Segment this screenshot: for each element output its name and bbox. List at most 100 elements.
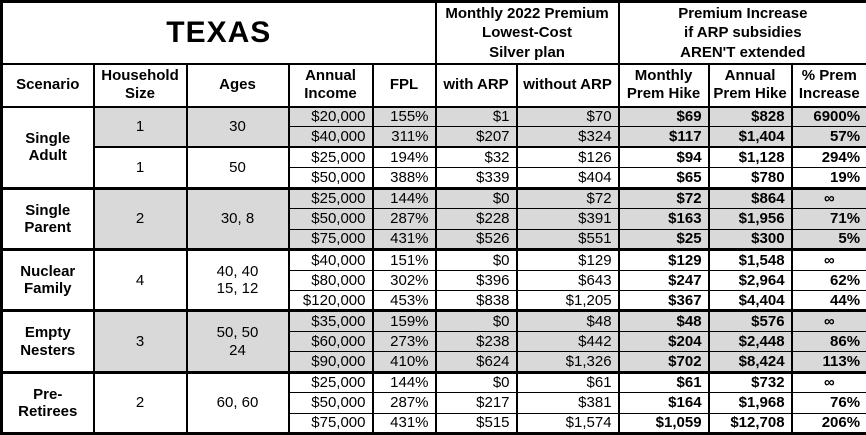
cell-with-arp: $238 [434,331,518,353]
cell-fpl: 273% [371,331,437,353]
table-row-nuclear-family: $80,000 302% $396 $643 $247 $2,964 62% [2,270,866,291]
cell-with-arp: $0 [434,310,518,332]
ages-cell: 30 [185,106,290,149]
household-size-cell: 2 [92,188,188,252]
cell-with-arp: $32 [434,147,518,169]
column-header-row: Scenario Household Size Ages Annual Inco… [0,63,866,108]
cell-with-arp: $1 [434,106,518,128]
cell-fpl: 194% [371,147,437,169]
cell-without-arp: $1,574 [515,413,620,435]
ages-cell: 50 [185,147,290,190]
cell-pct-prem-increase: 57% [790,126,866,149]
table-row-single-adult: 1 50 $25,000 194% $32 $126 $94 $1,128 294% [2,147,866,190]
cell-annual-prem-hike: $2,964 [707,270,793,291]
ages-cell: 40, 40 15, 12 [185,249,290,313]
cell-pct-prem-increase: ∞ [790,310,866,332]
cell-annual-prem-hike: $828 [707,106,793,128]
cell-monthly-prem-hike: $48 [617,310,710,332]
cell-without-arp: $1,205 [515,290,620,313]
cell-monthly-prem-hike: $117 [617,126,710,149]
cell-without-arp: $404 [515,167,620,190]
cell-annual-prem-hike: $1,404 [707,126,793,149]
cell-without-arp: $129 [515,249,620,271]
cell-fpl: 410% [371,351,437,374]
cell-monthly-prem-hike: $69 [617,106,710,128]
cell-fpl: 453% [371,290,437,313]
column-header-scenario: Scenario [0,63,95,108]
table-row-single-parent: $50,000 287% $228 $391 $163 $1,956 71% [2,208,866,230]
cell-without-arp: $126 [515,147,620,169]
cell-pct-prem-increase: 5% [790,229,866,252]
cell-annual-prem-hike: $864 [707,188,793,210]
cell-fpl: 144% [371,372,437,394]
cell-pct-prem-increase: ∞ [790,188,866,210]
cell-annual-income: $20,000 [287,106,374,128]
table-title: TEXAS [0,1,437,65]
cell-fpl: 388% [371,167,437,190]
scenario-cell-pre-retirees: Pre- Retirees [0,372,95,435]
cell-annual-prem-hike: $1,548 [707,249,793,271]
household-size-cell: 4 [92,249,188,313]
cell-without-arp: $381 [515,392,620,414]
cell-monthly-prem-hike: $1,059 [617,413,710,435]
title-row: TEXAS Monthly 2022 Premium Lowest-Cost S… [0,1,866,65]
cell-annual-income: $25,000 [287,188,374,210]
ages-cell: 50, 50 24 [185,310,290,374]
table-row-single-parent: Single Parent 2 30, 8 $25,000 144% $0 $72 $72 $8… [0,188,866,252]
column-header-fpl: FPL [371,63,437,108]
scenario-cell-nuclear-family: Nuclear Family [0,249,95,313]
cell-monthly-prem-hike: $164 [617,392,710,414]
cell-annual-income: $50,000 [287,392,374,414]
cell-fpl: 151% [371,249,437,271]
cell-monthly-prem-hike: $72 [617,188,710,210]
column-header-household-size: Household Size [92,63,188,108]
cell-monthly-prem-hike: $94 [617,147,710,169]
cell-without-arp: $643 [515,270,620,291]
cell-monthly-prem-hike: $247 [617,270,710,291]
increase-section-header: Premium Increase if ARP subsidies AREN'T… [617,1,866,65]
cell-fpl: 431% [371,413,437,435]
cell-pct-prem-increase: 86% [790,331,866,353]
cell-pct-prem-increase: 44% [790,290,866,313]
cell-monthly-prem-hike: $163 [617,208,710,230]
cell-with-arp: $339 [434,167,518,190]
cell-without-arp: $442 [515,331,620,353]
ages-cell: 30, 8 [185,188,290,252]
table-row-single-parent: $75,000 431% $526 $551 $25 $300 5% [2,229,866,252]
cell-monthly-prem-hike: $61 [617,372,710,394]
table-row-nuclear-family: $120,000 453% $838 $1,205 $367 $4,404 44% [2,290,866,313]
cell-annual-income: $40,000 [287,126,374,149]
cell-without-arp: $1,326 [515,351,620,374]
cell-without-arp: $72 [515,188,620,210]
cell-pct-prem-increase: 206% [790,413,866,435]
scenario-cell-empty-nesters: Empty Nesters [0,310,95,374]
cell-monthly-prem-hike: $204 [617,331,710,353]
cell-annual-income: $80,000 [287,270,374,291]
cell-monthly-prem-hike: $25 [617,229,710,252]
cell-with-arp: $624 [434,351,518,374]
cell-annual-prem-hike: $12,708 [707,413,793,435]
cell-with-arp: $0 [434,188,518,210]
cell-annual-prem-hike: $732 [707,372,793,394]
cell-fpl: 311% [371,126,437,149]
cell-annual-income: $120,000 [287,290,374,313]
cell-with-arp: $838 [434,290,518,313]
cell-annual-prem-hike: $4,404 [707,290,793,313]
cell-fpl: 287% [371,208,437,230]
column-header-without-arp: without ARP [515,63,620,108]
cell-annual-prem-hike: $576 [707,310,793,332]
cell-annual-prem-hike: $1,128 [707,147,793,169]
table-row-single-adult: $40,000 311% $207 $324 $117 $1,404 57% [2,126,866,149]
household-size-cell: 1 [92,106,188,149]
cell-annual-prem-hike: $8,424 [707,351,793,374]
table-row-empty-nesters: Empty Nesters 3 50, 50 24 $35,000 159% $0 $48 $… [0,310,866,374]
cell-annual-income: $75,000 [287,229,374,252]
cell-pct-prem-increase: ∞ [790,372,866,394]
cell-annual-income: $40,000 [287,249,374,271]
table-row-pre-retirees: Pre- Retirees 2 60, 60 $25,000 144% $0 $61 $61 $… [0,372,866,435]
cell-with-arp: $526 [434,229,518,252]
scenario-cell-single-parent: Single Parent [0,188,95,252]
table-row-single-adult: Single Adult 1 30 $20,000 155% $1 $70 $69 $828 69… [0,106,866,190]
cell-fpl: 287% [371,392,437,414]
cell-with-arp: $228 [434,208,518,230]
